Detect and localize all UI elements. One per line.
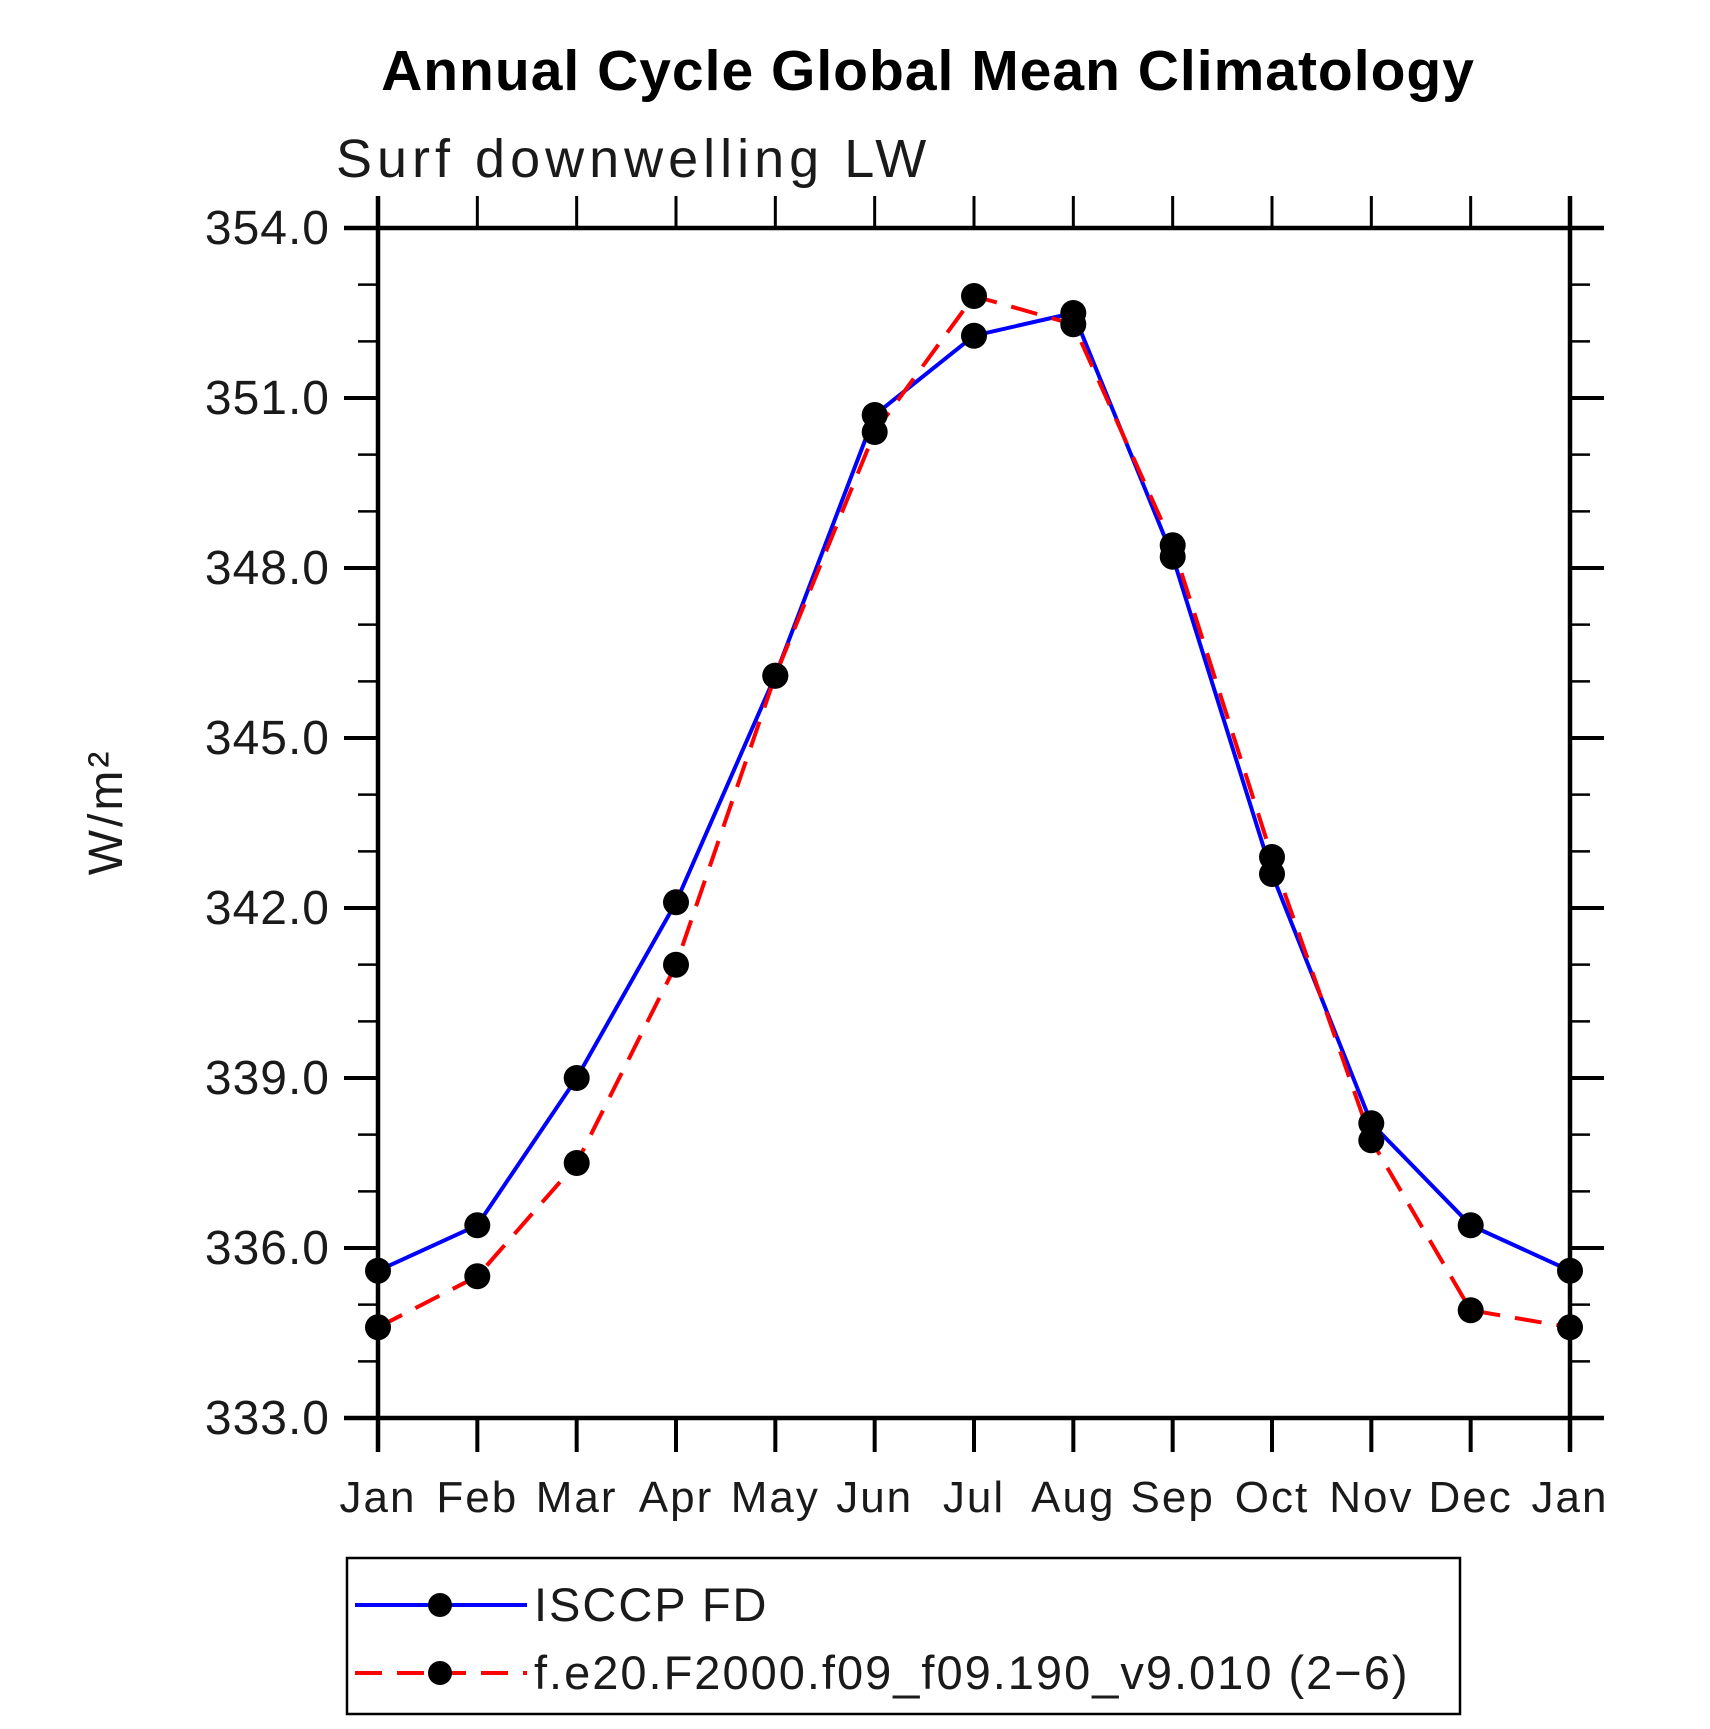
y-tick-label: 348.0	[205, 542, 330, 595]
data-point-marker-1	[961, 283, 987, 309]
legend-marker-model	[428, 1661, 452, 1685]
y-tick-labels: 333.0 336.0 339.0 342.0 345.0 348.0 351.0 354.0	[205, 202, 330, 1445]
data-point-marker-1	[663, 951, 689, 978]
x-tick-label: Jul	[943, 1473, 1005, 1522]
data-point-marker-1	[365, 1314, 391, 1341]
x-tick-label: Dec	[1429, 1473, 1513, 1522]
data-point-marker-1	[1457, 1297, 1484, 1324]
data-point-marker-1	[1159, 532, 1186, 559]
y-tick-label: 342.0	[205, 882, 330, 935]
chart-title: Annual Cycle Global Mean Climatology	[381, 39, 1475, 103]
y-tick-label: 333.0	[205, 1392, 330, 1445]
x-tick-label: Jun	[836, 1473, 913, 1522]
data-point-marker-0	[1457, 1212, 1484, 1239]
y-tick-label: 336.0	[205, 1222, 330, 1275]
legend-label-isccp: ISCCP FD	[534, 1578, 769, 1631]
data-point-marker-0	[961, 322, 987, 349]
x-tick-label: May	[731, 1473, 820, 1522]
x-tick-label: Nov	[1329, 1473, 1413, 1522]
data-point-marker-1	[1259, 844, 1285, 870]
data-point-marker-0	[1557, 1257, 1583, 1284]
data-point-marker-1	[464, 1263, 491, 1290]
legend-label-model: f.e20.F2000.f09_f09.190_v9.010 (2−6)	[534, 1646, 1410, 1699]
data-point-marker-1	[1060, 311, 1087, 338]
y-tick-label: 339.0	[205, 1052, 330, 1105]
x-tick-label: Apr	[639, 1473, 713, 1522]
data-point-marker-0	[663, 889, 689, 916]
data-point-marker-0	[365, 1257, 391, 1284]
series-line-1	[377, 293, 1571, 1330]
y-axis-label: W/m²	[80, 749, 133, 876]
y-tick-label: 351.0	[205, 372, 330, 425]
data-point-marker-1	[563, 1150, 590, 1176]
legend-box	[345, 1556, 1462, 1716]
x-tick-labels: Jan Feb Mar Apr May Jun Jul Aug Sep Oct Nov Dec Jan	[340, 1473, 1609, 1522]
legend: ISCCP FD f.e20.F2000.f09_f09.190_v9.010 …	[345, 1556, 1462, 1716]
x-tick-label: Jan	[340, 1473, 417, 1522]
data-point-marker-1	[1358, 1127, 1385, 1154]
data-point-marker-1	[861, 419, 888, 445]
y-tick-label: 345.0	[205, 712, 330, 765]
y-tick-label: 354.0	[205, 202, 330, 255]
axes	[344, 196, 1604, 1452]
chart-subtitle: Surf downwelling LW	[336, 129, 931, 189]
series-line-0	[377, 310, 1571, 1273]
data-point-marker-0	[563, 1065, 590, 1091]
x-tick-label: Mar	[536, 1473, 618, 1522]
x-tick-label: Aug	[1031, 1473, 1115, 1522]
data-point-marker-1	[762, 662, 789, 689]
data-series-layer	[365, 283, 1583, 1341]
legend-marker-isccp	[428, 1593, 452, 1617]
x-tick-label: Feb	[436, 1473, 518, 1522]
x-tick-label: Sep	[1131, 1473, 1215, 1522]
x-tick-label: Jan	[1532, 1473, 1609, 1522]
data-point-marker-0	[464, 1212, 491, 1239]
x-tick-label: Oct	[1235, 1473, 1309, 1522]
data-point-marker-1	[1557, 1314, 1583, 1341]
